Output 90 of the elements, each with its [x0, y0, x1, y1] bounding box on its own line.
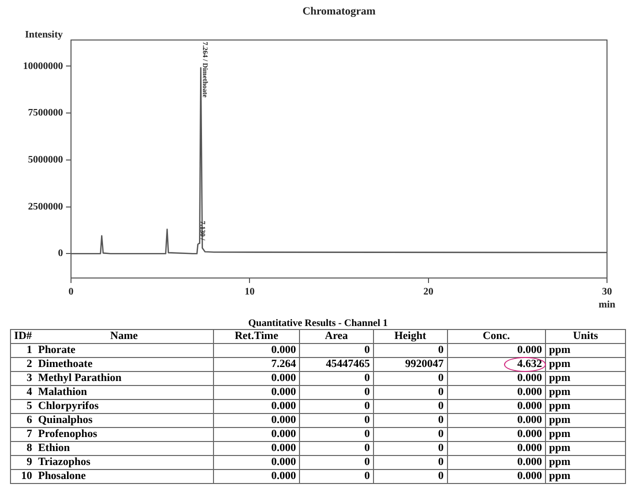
text: 4.632: [447, 358, 546, 372]
text: 10: [10, 470, 36, 484]
text: ppm: [546, 470, 626, 484]
text: 0.000: [213, 428, 300, 442]
y-axis-title: Intensity: [25, 30, 63, 41]
text: Conc.: [447, 330, 546, 344]
text: Triazophos: [35, 456, 214, 470]
text: 0.000: [213, 442, 300, 456]
y-tick-label: 5000000: [28, 154, 63, 166]
text: Height: [373, 330, 448, 344]
text: Quantitative Results - Channel 1: [247, 318, 389, 329]
text: 0: [300, 414, 374, 428]
text: ppm: [546, 428, 626, 442]
text: 2: [10, 358, 36, 372]
chart-title: Chromatogram: [302, 5, 376, 18]
text: 0: [373, 414, 448, 428]
text: 0: [300, 428, 374, 442]
text: 7: [10, 428, 36, 442]
text: 0: [373, 456, 448, 470]
text: 0: [300, 386, 374, 400]
x-tick-label: 10: [244, 286, 255, 298]
x-tick-label: 0: [68, 286, 74, 298]
text: 0.000: [447, 372, 546, 386]
y-tick-label: 7500000: [28, 108, 63, 119]
text: Methyl Parathion: [35, 372, 214, 386]
text: Chlorpyrifos: [35, 400, 214, 414]
text: 0: [373, 428, 448, 442]
text: 0: [373, 470, 448, 484]
text: 0: [300, 456, 374, 470]
y-tick-label: 10000000: [23, 60, 63, 72]
text: 9: [10, 456, 36, 470]
text: 0.000: [447, 470, 546, 484]
text: Ret.Time: [213, 330, 300, 344]
y-tick-label: 0: [58, 248, 63, 260]
text: 0.000: [213, 372, 300, 386]
text: ppm: [546, 456, 626, 470]
text: Ethion: [35, 442, 214, 456]
text: ppm: [546, 400, 626, 414]
text: 45447465: [300, 358, 374, 372]
text: 0.000: [213, 344, 300, 358]
text: Name: [35, 330, 214, 344]
x-axis-title: min: [598, 300, 616, 311]
text: 0.000: [213, 386, 300, 400]
text: Units: [546, 330, 626, 344]
text: 0: [373, 442, 448, 456]
text: ppm: [546, 358, 626, 372]
text: ppm: [546, 386, 626, 400]
text: 0.000: [447, 428, 546, 442]
text: 0.000: [213, 470, 300, 484]
text: 0.000: [447, 456, 546, 470]
text: 0: [373, 372, 448, 386]
text: 5: [10, 400, 36, 414]
y-tick-label: 2500000: [28, 201, 63, 212]
text: 4: [10, 386, 36, 400]
text: 8: [10, 442, 36, 456]
text: 0.000: [213, 414, 300, 428]
text: 0.000: [213, 456, 300, 470]
text: 0: [300, 372, 374, 386]
x-tick-label: 30: [602, 286, 612, 298]
text: Malathion: [35, 386, 214, 400]
text: 0: [373, 386, 448, 400]
text: Dimethoate: [35, 358, 214, 372]
text: 0: [300, 344, 374, 358]
x-tick-label: 20: [423, 286, 434, 298]
text: ppm: [546, 442, 626, 456]
text: 1: [10, 344, 36, 358]
text: Quinalphos: [35, 414, 214, 428]
text: ID#: [10, 330, 36, 344]
text: 0: [373, 400, 448, 414]
text: 0.000: [447, 442, 546, 456]
text: Phorate: [35, 344, 214, 358]
text: ppm: [546, 414, 626, 428]
text: 7.264: [213, 358, 300, 372]
text: 0.000: [447, 386, 546, 400]
text: Profenophos: [35, 428, 214, 442]
text: 0: [373, 344, 448, 358]
text: 6: [10, 414, 36, 428]
text: 0: [300, 470, 374, 484]
text: 0.000: [447, 400, 546, 414]
text: 3: [10, 372, 36, 386]
text: ppm: [546, 344, 626, 358]
text: 0.000: [447, 414, 546, 428]
text: Phosalone: [35, 470, 214, 484]
text: 9920047: [373, 358, 448, 372]
text: 0.000: [213, 400, 300, 414]
text: 0: [300, 400, 374, 414]
text: 0.000: [447, 344, 546, 358]
text: ppm: [546, 372, 626, 386]
text: Area: [300, 330, 374, 344]
text: 0: [300, 442, 374, 456]
